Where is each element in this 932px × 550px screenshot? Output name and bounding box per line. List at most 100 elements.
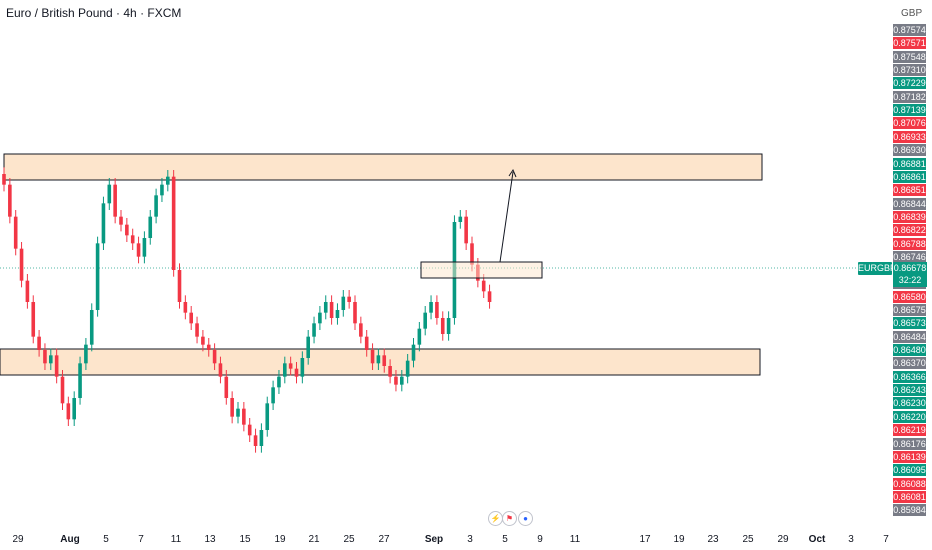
candle-body[interactable]	[119, 216, 123, 225]
candle-body[interactable]	[37, 336, 41, 350]
candle-body[interactable]	[417, 328, 422, 345]
candle-body[interactable]	[294, 368, 299, 377]
candle-body[interactable]	[8, 184, 12, 217]
candle-body[interactable]	[136, 243, 141, 257]
candle-body[interactable]	[411, 344, 416, 361]
globe-icon[interactable]: ●	[518, 511, 533, 526]
flag-icon[interactable]: ⚑	[502, 511, 517, 526]
candle-body[interactable]	[177, 270, 182, 302]
candle-body[interactable]	[306, 336, 310, 358]
candle-body[interactable]	[288, 363, 293, 369]
candle-body[interactable]	[312, 323, 316, 337]
candle-body[interactable]	[49, 355, 53, 364]
candle-body[interactable]	[429, 302, 433, 313]
candle-body[interactable]	[212, 350, 217, 364]
projection-arrow[interactable]	[499, 171, 514, 263]
candle-body[interactable]	[400, 376, 404, 385]
candle-body[interactable]	[130, 235, 135, 244]
candle-body[interactable]	[277, 376, 281, 388]
candle-body[interactable]	[435, 302, 439, 318]
candle-body[interactable]	[353, 302, 357, 324]
candle-body[interactable]	[84, 344, 88, 364]
candle-body[interactable]	[166, 176, 170, 185]
candle-body[interactable]	[329, 302, 334, 318]
candle-body[interactable]	[224, 376, 229, 398]
candle-body[interactable]	[230, 398, 234, 417]
candle-body[interactable]	[183, 302, 188, 313]
resistance-zone[interactable]	[3, 153, 763, 181]
candle-body[interactable]	[394, 376, 398, 385]
candle-body[interactable]	[206, 344, 211, 350]
candle-body[interactable]	[265, 403, 270, 430]
lightning-icon[interactable]: ⚡	[488, 511, 503, 526]
candle-body[interactable]	[271, 387, 275, 404]
candle-body[interactable]	[160, 184, 164, 196]
candle-body[interactable]	[440, 318, 445, 334]
candle-body[interactable]	[89, 310, 94, 345]
candle-body[interactable]	[13, 216, 18, 249]
candle-body[interactable]	[66, 403, 71, 420]
candle-body[interactable]	[31, 302, 36, 337]
candle-body[interactable]	[19, 248, 24, 281]
candle-body[interactable]	[171, 176, 176, 270]
candle-body[interactable]	[347, 296, 351, 302]
candle-body[interactable]	[335, 310, 340, 318]
price-chart[interactable]	[0, 0, 890, 550]
candle-body[interactable]	[323, 302, 328, 313]
candle-body[interactable]	[464, 216, 468, 244]
time-axis-label: 5	[103, 534, 109, 545]
price-axis-label: 0.87182	[893, 90, 926, 103]
candle-body[interactable]	[25, 280, 30, 302]
candle-body[interactable]	[201, 336, 205, 345]
candle-body[interactable]	[370, 350, 375, 364]
candle-body[interactable]	[125, 224, 129, 236]
candle-body[interactable]	[376, 355, 381, 364]
candle-body[interactable]	[95, 243, 100, 310]
candle-body[interactable]	[446, 318, 451, 334]
candle-body[interactable]	[259, 430, 264, 446]
price-axis-label: 0.86573	[893, 317, 926, 330]
candle-body[interactable]	[2, 174, 6, 185]
candle-body[interactable]	[101, 203, 106, 244]
candle-body[interactable]	[154, 195, 158, 217]
candle-body[interactable]	[341, 296, 346, 310]
candle-body[interactable]	[195, 323, 199, 337]
currency-label[interactable]: GBP	[901, 8, 923, 19]
candle-body[interactable]	[107, 184, 112, 204]
time-axis-label: 27	[378, 534, 390, 545]
time-axis-label: 21	[308, 534, 320, 545]
candle-body[interactable]	[78, 363, 82, 398]
candle-body[interactable]	[43, 350, 47, 364]
candle-body[interactable]	[60, 376, 65, 404]
candle-body[interactable]	[236, 408, 240, 417]
candle-body[interactable]	[388, 366, 392, 377]
candle-body[interactable]	[405, 360, 410, 377]
candle-body[interactable]	[283, 363, 287, 377]
candle-body[interactable]	[218, 363, 223, 377]
candle-body[interactable]	[253, 435, 258, 446]
candle-body[interactable]	[142, 238, 147, 257]
candle-body[interactable]	[113, 184, 117, 217]
candle-body[interactable]	[359, 323, 363, 337]
price-axis-label: 0.86881	[893, 157, 926, 170]
time-axis-label: Oct	[808, 534, 826, 545]
candle-body[interactable]	[458, 216, 463, 222]
candle-body[interactable]	[423, 312, 427, 329]
candle-body[interactable]	[300, 358, 305, 377]
candle-body[interactable]	[487, 291, 492, 302]
candle-body[interactable]	[247, 424, 252, 436]
candle-body[interactable]	[382, 355, 387, 366]
candle-body[interactable]	[72, 398, 76, 420]
price-axis-label: 0.85984	[893, 504, 926, 517]
time-axis-label: 3	[848, 534, 854, 545]
candle-body[interactable]	[470, 243, 474, 265]
candle-body[interactable]	[481, 280, 486, 292]
chart-title: Euro / British Pound · 4h · FXCM	[6, 6, 182, 20]
candle-body[interactable]	[364, 336, 369, 350]
candle-body[interactable]	[242, 408, 246, 425]
candle-body[interactable]	[318, 312, 322, 324]
entry-zone[interactable]	[420, 261, 543, 279]
candle-body[interactable]	[189, 312, 193, 324]
candle-body[interactable]	[54, 355, 59, 377]
candle-body[interactable]	[148, 216, 153, 238]
